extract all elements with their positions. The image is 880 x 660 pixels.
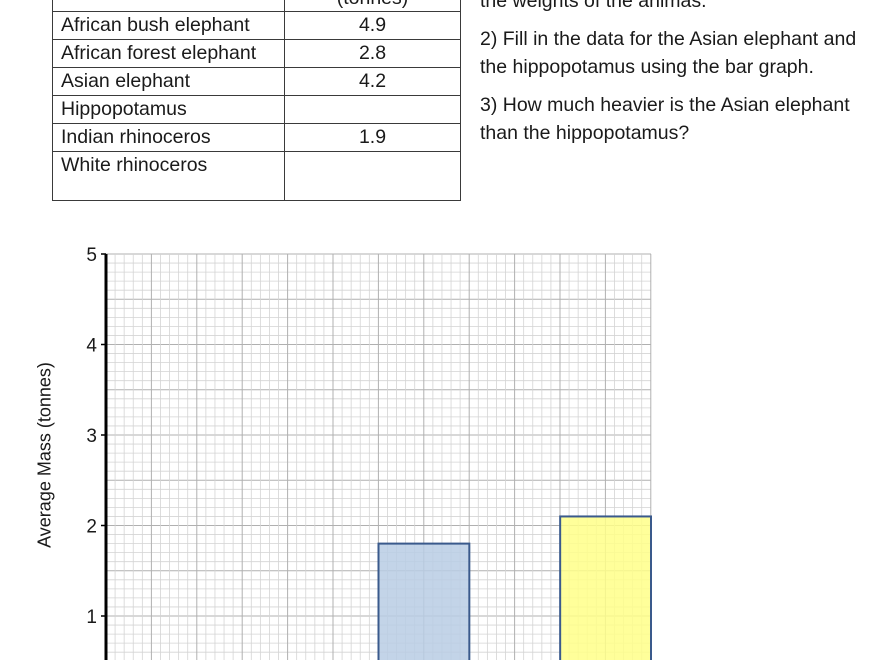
animal-name: African bush elephant	[52, 11, 285, 40]
bar-outline	[559, 515, 653, 660]
question-3: 3) How much heavier is the Asian elephan…	[480, 94, 850, 144]
animal-mass-table: (tonnes) African bush elephant 4.9 Afric…	[52, 0, 461, 201]
animal-mass: 1.9	[284, 123, 461, 152]
chart-bars	[377, 515, 653, 660]
table-row: White rhinoceros	[52, 151, 461, 201]
animal-mass-blank[interactable]	[284, 95, 461, 124]
chart-axis	[101, 253, 108, 660]
table-header-row: (tonnes)	[52, 0, 461, 12]
y-tick-label: 2	[86, 517, 97, 538]
question-panel: the weights of the animas. 2) Fill in th…	[480, 0, 860, 157]
chart-tick-labels: 1 2 3 4 5	[86, 245, 97, 628]
animal-name: White rhinoceros	[52, 151, 285, 201]
bar	[378, 543, 470, 660]
y-tick-label: 3	[86, 426, 97, 447]
y-tick-label: 5	[86, 245, 97, 266]
question-1-partial: the weights of the animas.	[480, 0, 707, 12]
question-2: 2) Fill in the data for the Asian elepha…	[480, 28, 857, 78]
animal-mass: 4.2	[284, 67, 461, 96]
chart-grid	[105, 253, 652, 660]
table-row: Hippopotamus	[52, 95, 461, 124]
animal-name: African forest elephant	[52, 39, 285, 68]
animal-name: Hippopotamus	[52, 95, 285, 124]
y-axis-title: Average Mass (tonnes)	[34, 362, 55, 548]
y-tick-label: 4	[86, 336, 97, 357]
animal-mass-blank[interactable]	[284, 151, 461, 201]
y-tick-label: 1	[86, 607, 97, 628]
animal-name: Indian rhinoceros	[52, 123, 285, 152]
bar-outline	[377, 542, 471, 660]
table-row: Indian rhinoceros 1.9	[52, 123, 461, 152]
bar	[560, 516, 651, 660]
